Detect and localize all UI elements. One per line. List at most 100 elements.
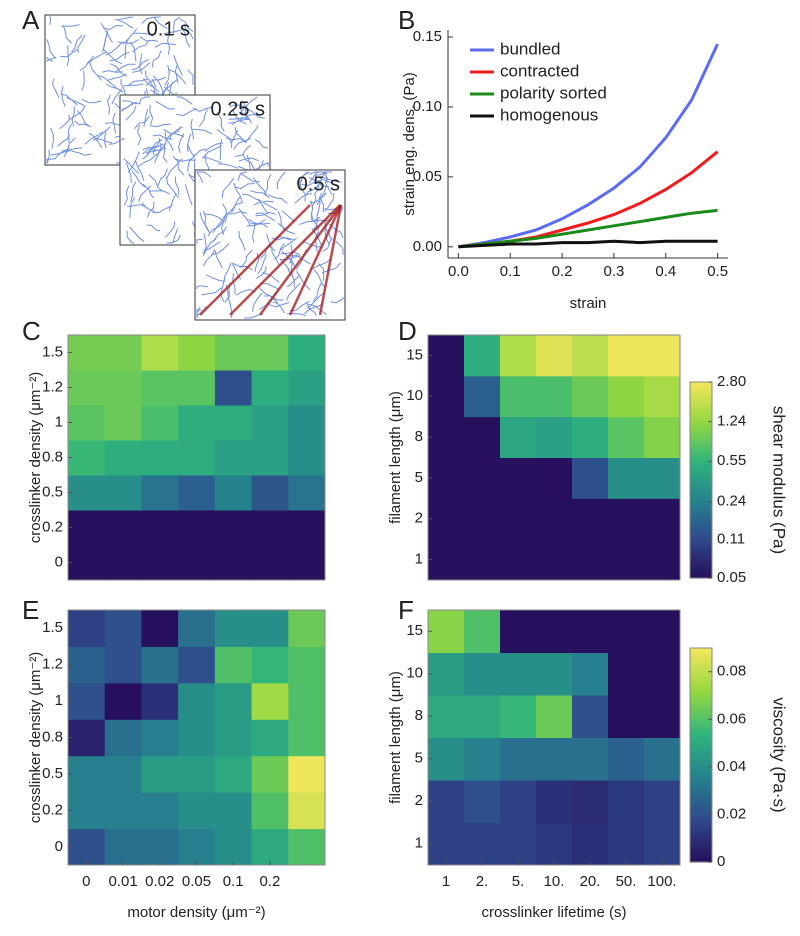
colorbar-step (690, 453, 712, 458)
fiber (321, 262, 342, 274)
heatmap-cell (500, 610, 537, 653)
x-tick-label: 0.0 (448, 263, 469, 280)
colorbar-step (690, 737, 712, 742)
colorbar-step (690, 437, 712, 442)
colorbar-step (690, 758, 712, 763)
heatmap-cell (428, 652, 465, 696)
heatmap-cell (644, 416, 681, 458)
heatmap-cell (68, 370, 106, 406)
colorbar-step (690, 388, 712, 393)
colorbar-step (690, 447, 712, 452)
fiber (152, 134, 173, 140)
heatmap-cell (644, 457, 681, 499)
colorbar-step (690, 489, 712, 494)
colorbar-step (690, 466, 712, 471)
panel-label: D (398, 316, 417, 346)
fiber (199, 212, 210, 234)
y-tick-label: 1.5 (42, 343, 63, 360)
colorbar-step (690, 480, 712, 484)
heatmap-cell (104, 510, 142, 546)
colorbar-step (690, 765, 712, 770)
colorbar-step (690, 545, 712, 550)
heatmap-cell (500, 780, 537, 823)
heatmap-cell (536, 457, 573, 499)
fiber (136, 124, 142, 146)
colorbar-step (690, 787, 712, 792)
fiber (46, 56, 57, 63)
heatmap-cell (572, 822, 609, 866)
fiber (134, 115, 150, 130)
fiber (106, 94, 111, 115)
fiber (295, 271, 311, 291)
colorbar-step (690, 840, 712, 845)
heatmap-cell (104, 646, 142, 684)
colorbar-step (690, 574, 712, 579)
fiber (57, 133, 70, 147)
heatmap-cell (104, 755, 142, 793)
heatmap-cell (500, 416, 537, 458)
fiber (310, 258, 332, 270)
colorbar-step (690, 733, 712, 738)
heatmap-cell (178, 545, 216, 581)
x-tick-label: 50. (616, 873, 637, 890)
heatmap-cell (178, 440, 216, 476)
y-tick-label: 15 (406, 622, 423, 639)
fiber (170, 228, 179, 244)
colorbar-step (690, 519, 712, 524)
heatmap-cell (68, 440, 106, 476)
x-tick-label: 0.01 (108, 873, 137, 890)
colorbar-tick-label: 0.05 (717, 569, 746, 586)
heatmap-cell (141, 510, 179, 546)
heatmap-cell (288, 682, 326, 720)
fiber (226, 211, 247, 215)
heatmap-cell (572, 737, 609, 781)
heatmap-cell (214, 828, 253, 866)
fiber (46, 158, 55, 163)
fiber (139, 36, 158, 42)
fiber (164, 131, 174, 152)
fiber (196, 285, 208, 290)
fiber (313, 268, 325, 288)
fiber (81, 70, 85, 91)
colorbar-step (690, 815, 712, 820)
heatmap-cell (251, 370, 289, 406)
fiber (143, 78, 160, 93)
colorbar-step (690, 522, 712, 527)
colorbar-step (690, 506, 712, 510)
fiber (67, 123, 72, 143)
fiber (121, 138, 125, 141)
colorbar-step (690, 779, 712, 785)
snapshot: 0.5 s (194, 169, 346, 321)
fiber (188, 148, 207, 162)
heatmap-cell (178, 646, 216, 684)
fiber (166, 234, 181, 244)
heatmap-cell (288, 475, 326, 511)
x-tick-label: 1 (442, 873, 450, 890)
fiber (148, 174, 163, 192)
colorbar-step (690, 512, 712, 517)
heatmap-cell (572, 780, 609, 823)
heatmap-cell (214, 610, 253, 647)
heatmap-cell (178, 335, 216, 371)
fiber (137, 153, 158, 167)
heatmap-cell (644, 610, 681, 653)
y-axis-label: strain eng. dens. (Pa) (401, 72, 418, 215)
fiber (252, 292, 263, 312)
fiber (324, 192, 335, 212)
heatmap-cell (68, 545, 106, 581)
fiber (164, 64, 170, 86)
heatmap-cell (428, 335, 465, 377)
heatmap-cell (464, 652, 501, 696)
fiber (232, 109, 247, 125)
fiber (255, 211, 276, 217)
fiber (131, 170, 146, 188)
fiber (272, 301, 286, 314)
heatmap-cell (428, 780, 465, 823)
y-tick-label: 2 (415, 792, 423, 809)
heatmap-cell (178, 510, 216, 546)
fiber (314, 231, 320, 253)
heatmap-cell (572, 610, 609, 653)
panel-label: C (22, 316, 41, 346)
heatmap-cell (500, 737, 537, 781)
heatmap-cell (428, 498, 465, 540)
